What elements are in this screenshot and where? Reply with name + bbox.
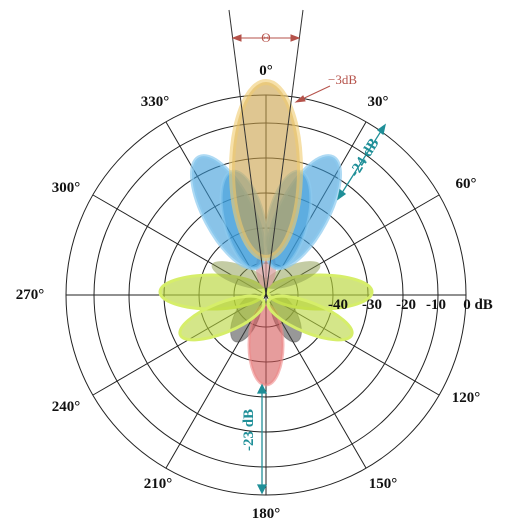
beamwidth-lines <box>228 9 304 296</box>
angle-label-120: 120° <box>452 390 481 406</box>
minus3db-label: −3dB <box>328 72 357 87</box>
horizontal-lobe-upper-left <box>211 261 269 289</box>
minus23db-arrowhead-top <box>256 383 268 394</box>
minus23db-arrowhead-bottom <box>256 484 268 495</box>
theta-label: Θ <box>261 30 270 45</box>
minus24db-arrowhead-top <box>376 123 387 136</box>
db-label-minus40: -40 <box>328 297 348 313</box>
angle-label-150: 150° <box>369 476 398 492</box>
lobes <box>158 79 374 387</box>
horizontal-lobe-upper-right <box>263 261 321 289</box>
back-lobe <box>247 303 285 387</box>
angle-label-330: 330° <box>141 94 170 110</box>
minus24db-annotation <box>336 123 387 201</box>
minus24db-arrowhead-bottom <box>336 188 347 201</box>
db-label-minus10: -10 <box>426 297 446 313</box>
theta-annotation <box>231 34 301 42</box>
minus3db-annotation <box>294 85 331 103</box>
angle-label-0: 0° <box>259 63 273 79</box>
minus24db-label: -24 dB <box>347 136 383 180</box>
minus23db-annotation <box>256 383 268 495</box>
beamwidth-line-right <box>265 9 304 296</box>
minus3db-arrowhead <box>294 95 306 103</box>
angle-label-270: 270° <box>16 287 45 303</box>
db-scale: -40 -30 -20 -10 0 dB <box>328 297 493 313</box>
angle-label-240: 240° <box>52 399 81 415</box>
minus24db-arrow <box>339 127 384 197</box>
horizontal-lobe-lower-left <box>178 294 266 342</box>
angle-label-300: 300° <box>52 180 81 196</box>
horizontal-lobe-lower-right <box>266 294 354 342</box>
theta-arrowhead-right <box>290 34 301 42</box>
minus23db-label: -23 dB <box>241 409 257 451</box>
db-label-minus20: -20 <box>396 297 416 313</box>
angle-labels: 0° 30° 60° 120° 150° 180° 210° 240° 270°… <box>16 63 481 522</box>
angle-label-210: 210° <box>144 476 173 492</box>
angle-label-30: 30° <box>368 94 389 110</box>
db-label-minus30: -30 <box>362 297 382 313</box>
main-lobe <box>229 79 303 261</box>
angle-label-180: 180° <box>252 506 281 522</box>
angle-label-60: 60° <box>456 176 477 192</box>
db-label-0: 0 dB <box>463 297 493 313</box>
beamwidth-line-left <box>228 9 267 296</box>
theta-arrowhead-left <box>231 34 242 42</box>
